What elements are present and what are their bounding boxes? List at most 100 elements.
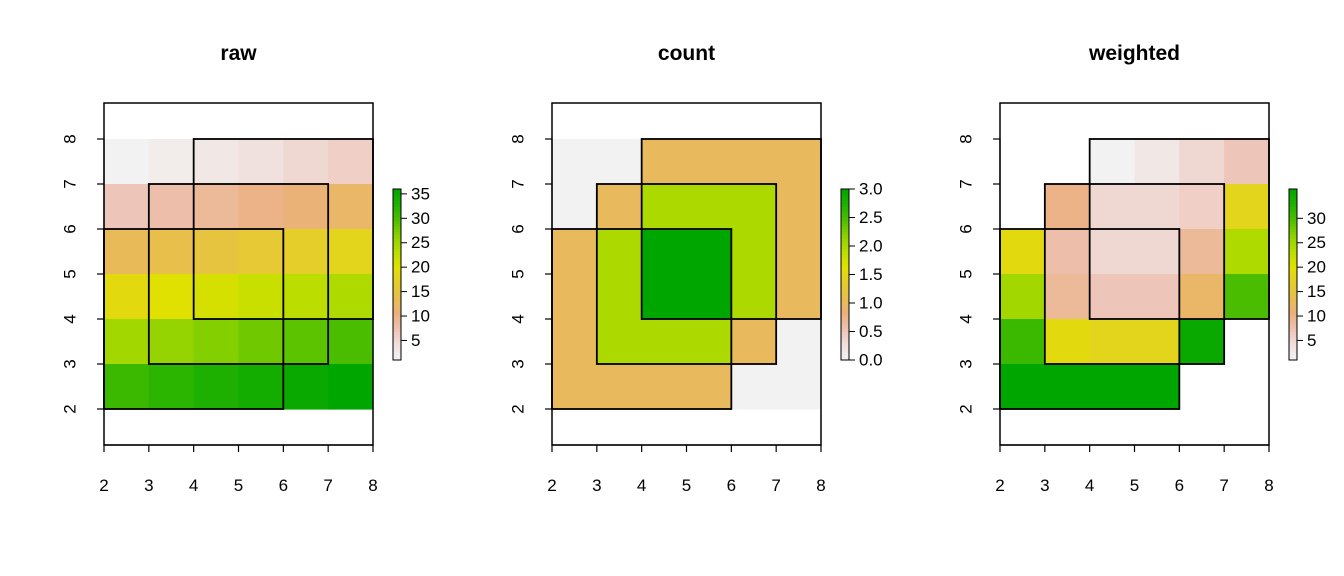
raster-cell: [1000, 274, 1046, 320]
raster-cell: [328, 184, 374, 230]
legend-label: 35: [411, 184, 430, 203]
legend-label: 15: [1307, 282, 1326, 301]
legend-swatch: [393, 297, 401, 301]
x-tick-label: 3: [592, 476, 601, 495]
raster-cell: [1089, 229, 1136, 275]
legend-swatch: [841, 260, 849, 264]
raster-cell: [686, 229, 732, 275]
legend-swatch: [393, 234, 401, 238]
legend-swatch: [1289, 351, 1297, 355]
raster-cell: [1179, 319, 1225, 365]
raster-cell: [238, 229, 284, 275]
legend-swatch: [841, 217, 849, 221]
raster-cell: [104, 139, 150, 185]
legend-swatch: [393, 189, 401, 193]
y-tick-label: 8: [509, 134, 528, 143]
legend-swatch: [393, 226, 401, 230]
legend-swatch: [1289, 331, 1297, 335]
legend-swatch: [841, 314, 849, 318]
raster-cell: [731, 229, 777, 275]
legend-swatch: [1289, 345, 1297, 350]
raster-cell: [283, 364, 329, 410]
legend-swatch: [841, 305, 849, 310]
legend-swatch: [841, 331, 849, 335]
raster-cell: [104, 364, 150, 410]
raster-cell: [641, 319, 688, 365]
raster-cells: [104, 139, 374, 410]
legend-swatch: [841, 211, 849, 216]
legend-swatch: [1289, 294, 1297, 298]
raster-cell: [596, 229, 643, 275]
panel-count: count 2 3 4 5 6 7 8 2 3 4 5 6 7 8 0.0 0.5 1.0 1.5 2.0 2.5 3.0: [509, 42, 883, 495]
legend-label: 20: [411, 258, 430, 277]
legend-swatch: [393, 351, 401, 355]
legend-swatch: [393, 334, 401, 338]
raster-cell: [283, 184, 329, 230]
legend-swatch: [1289, 268, 1297, 273]
legend-swatch: [841, 206, 849, 210]
y-tick-label: 6: [957, 224, 976, 233]
legend-swatch: [841, 337, 849, 341]
raster-cell: [686, 184, 732, 230]
legend-swatch: [1289, 263, 1297, 267]
raster-cell: [193, 229, 240, 275]
legend-label: 5: [1307, 331, 1316, 350]
raster-cell: [731, 364, 777, 410]
legend-border: [392, 188, 402, 361]
legend-swatch: [1289, 243, 1297, 247]
x-tick-label: 7: [771, 476, 780, 495]
raster-cell: [641, 364, 688, 410]
raster-cell: [1000, 364, 1046, 410]
raster-cell: [1179, 139, 1225, 185]
x-tick-label: 2: [99, 476, 108, 495]
raster-cell: [686, 364, 732, 410]
x-tick-label: 5: [234, 476, 243, 495]
legend-swatch: [841, 320, 849, 324]
legend-label: 25: [411, 233, 430, 252]
legend-swatch: [1289, 337, 1297, 341]
legend-swatch: [393, 337, 401, 341]
legend-swatch: [1289, 189, 1297, 193]
raster-cell: [552, 184, 598, 230]
raster-cell: [641, 274, 688, 320]
y-tick-label: 4: [61, 314, 80, 323]
legend-swatch: [1289, 285, 1297, 290]
legend-swatch: [393, 257, 401, 261]
legend-swatch: [393, 246, 401, 250]
y-tick-label: 8: [957, 134, 976, 143]
legend-colorbar: 5 10 15 20 25 30: [1288, 188, 1326, 361]
raster-cell: [1089, 364, 1136, 410]
y-tick-label: 3: [509, 359, 528, 368]
raster-cell: [1179, 274, 1225, 320]
raster-cell: [283, 319, 329, 365]
raster-cell: [731, 274, 777, 320]
legend-swatch: [1289, 206, 1297, 210]
legend-swatch: [393, 317, 401, 321]
legend-swatch: [393, 280, 401, 284]
legend-swatch: [393, 291, 401, 295]
legend-label: 30: [1307, 209, 1326, 228]
legend-swatch: [393, 285, 401, 290]
raster-cell: [1179, 229, 1225, 275]
panel-title: count: [658, 42, 715, 65]
raster-cell: [1134, 364, 1180, 410]
raster-cell: [731, 184, 777, 230]
legend-swatch: [393, 265, 401, 270]
legend-swatch: [841, 274, 849, 278]
legend-swatch: [393, 305, 401, 310]
raster-cell: [1224, 184, 1270, 230]
raster-cell: [776, 364, 822, 410]
legend-swatch: [841, 285, 849, 290]
legend-swatch: [841, 325, 849, 330]
x-tick-label: 4: [637, 476, 646, 495]
raster-cell: [1089, 274, 1136, 320]
legend-swatch: [393, 254, 401, 258]
legend-swatch: [841, 214, 849, 218]
legend-colorbar: 5 10 15 20 25 30 35: [392, 184, 430, 361]
y-tick-label: 3: [957, 359, 976, 368]
x-tick-label: 5: [1130, 476, 1139, 495]
raster-cell: [1089, 184, 1136, 230]
legend-swatch: [841, 254, 849, 258]
legend-swatch: [393, 342, 401, 347]
raster-cell: [104, 274, 150, 320]
